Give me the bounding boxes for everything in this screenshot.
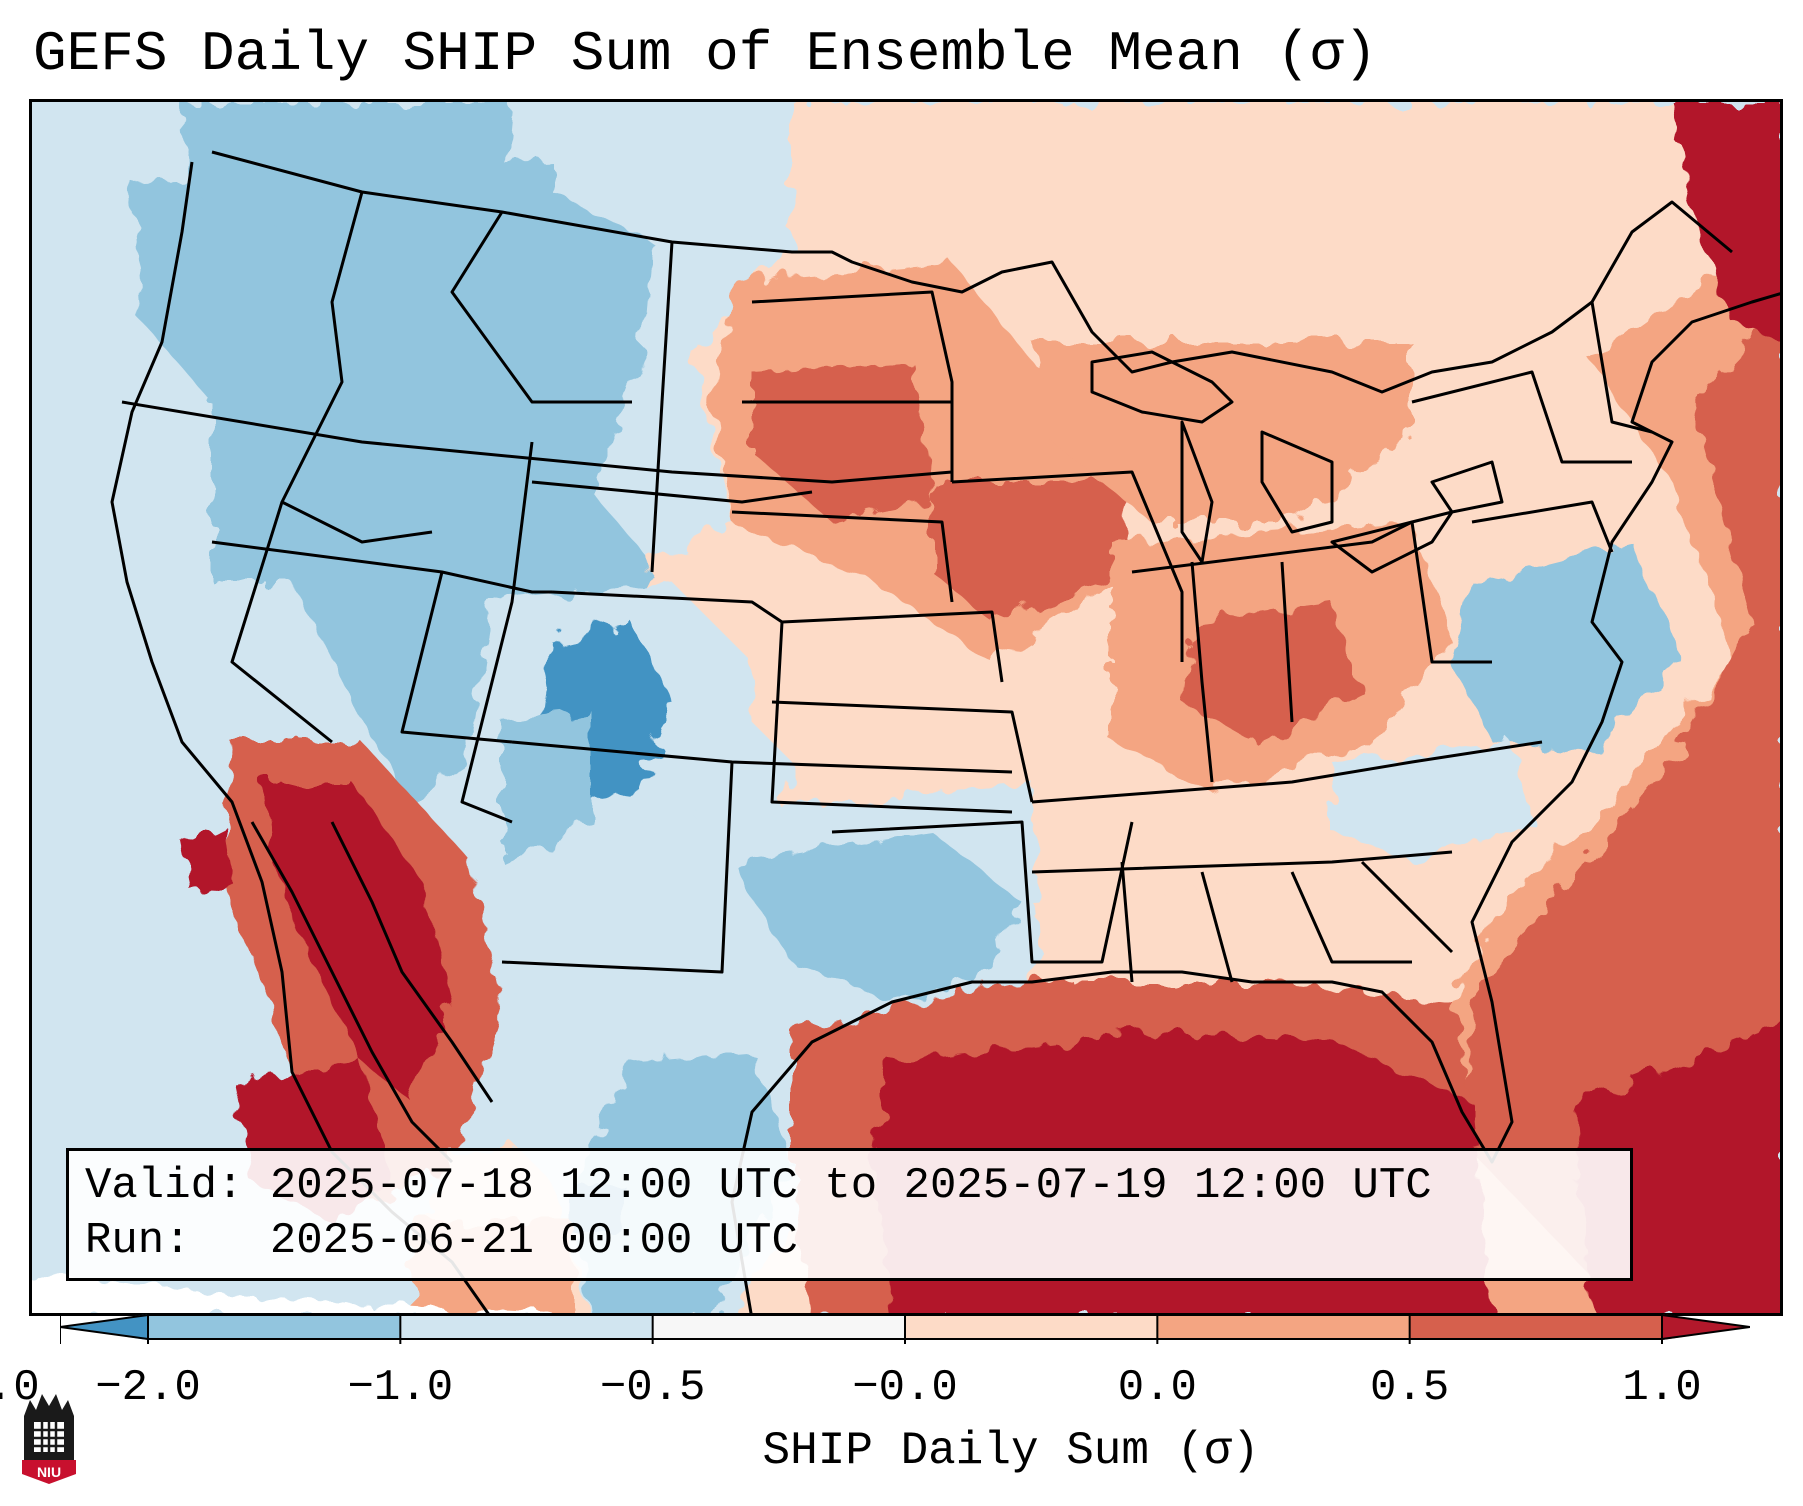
niu-shield-base: [22, 1460, 76, 1484]
colorbar-tick-label: 2.0: [0, 1363, 40, 1413]
niu-logo-text: NIU: [37, 1464, 61, 1480]
cool-anomaly-canada: [182, 102, 512, 232]
colorbar-segment: [1157, 1314, 1411, 1340]
extreme-warm-gulf-of-maine: [1672, 102, 1780, 340]
anomaly-map: [29, 99, 1783, 1316]
out-of-domain: [32, 1272, 528, 1313]
run-time-value: 2025-06-21 00:00 UTC: [269, 1216, 798, 1266]
extreme-warm-gulf-of-california: [262, 782, 452, 1102]
run-time-line: Run: 2025-06-21 00:00 UTC: [85, 1214, 1630, 1269]
colorbar-tick-label: 0.0: [1117, 1363, 1197, 1413]
colorbar-extend-min: [60, 1314, 148, 1340]
colorbar-tick-label: −0.5: [599, 1363, 706, 1413]
valid-time-line: Valid: 2025-07-18 12:00 UTC to 2025-07-1…: [85, 1159, 1630, 1214]
baja-coastline: [250, 821, 494, 1164]
colorbar-segment: [652, 1314, 906, 1340]
strong-warm-iowa: [932, 482, 1132, 622]
neutral-anomaly-carolinas: [1332, 742, 1532, 862]
cool-anomaly-new-mexico: [502, 712, 592, 862]
colorbar-segment: [905, 1314, 1158, 1340]
boundary-lines: [110, 150, 1780, 1313]
colorbar-segment: [148, 1314, 401, 1340]
valid-time-value: 2025-07-18 12:00 UTC to 2025-07-19 12:00…: [269, 1161, 1432, 1211]
colorbar-label: SHIP Daily Sum (σ): [762, 1425, 1260, 1477]
colorbar-tick-label: −2.0: [95, 1363, 201, 1413]
extreme-warm-offshore: [182, 822, 232, 892]
niu-logo: NIU: [22, 1394, 76, 1484]
great-lakes-outline: [1090, 350, 1504, 574]
neutral-anomaly-canada: [552, 102, 792, 252]
map-canvas: [32, 102, 1780, 1313]
colorbar-segment: [1409, 1314, 1663, 1340]
us-canada-border: [211, 150, 1733, 394]
state-boundaries: [121, 191, 1653, 983]
colorbar: [60, 1314, 1750, 1344]
cool-anomaly-oklahoma: [732, 832, 1022, 1002]
colorbar-tick-label: −0.0: [852, 1363, 958, 1413]
gulf-coastline: [730, 292, 1780, 1313]
colorbar-tick-label: 0.5: [1370, 1363, 1450, 1413]
valid-run-info-box: Valid: 2025-07-18 12:00 UTC to 2025-07-1…: [66, 1148, 1633, 1281]
warm-anomaly-great-lakes: [1032, 342, 1412, 522]
colorbar-extend-max: [1662, 1314, 1750, 1340]
colorbar-tick-label: −1.0: [347, 1363, 454, 1413]
colorbar-tick-label: 1.0: [1622, 1363, 1702, 1413]
cool-anomaly-mid-atlantic: [1452, 542, 1682, 752]
run-label: Run:: [85, 1216, 191, 1266]
map-title: GEFS Daily SHIP Sum of Ensemble Mean (σ): [33, 22, 1378, 86]
colorbar-segment: [400, 1314, 654, 1340]
valid-label: Valid:: [85, 1161, 244, 1211]
strong-warm-kentucky: [1182, 602, 1362, 742]
